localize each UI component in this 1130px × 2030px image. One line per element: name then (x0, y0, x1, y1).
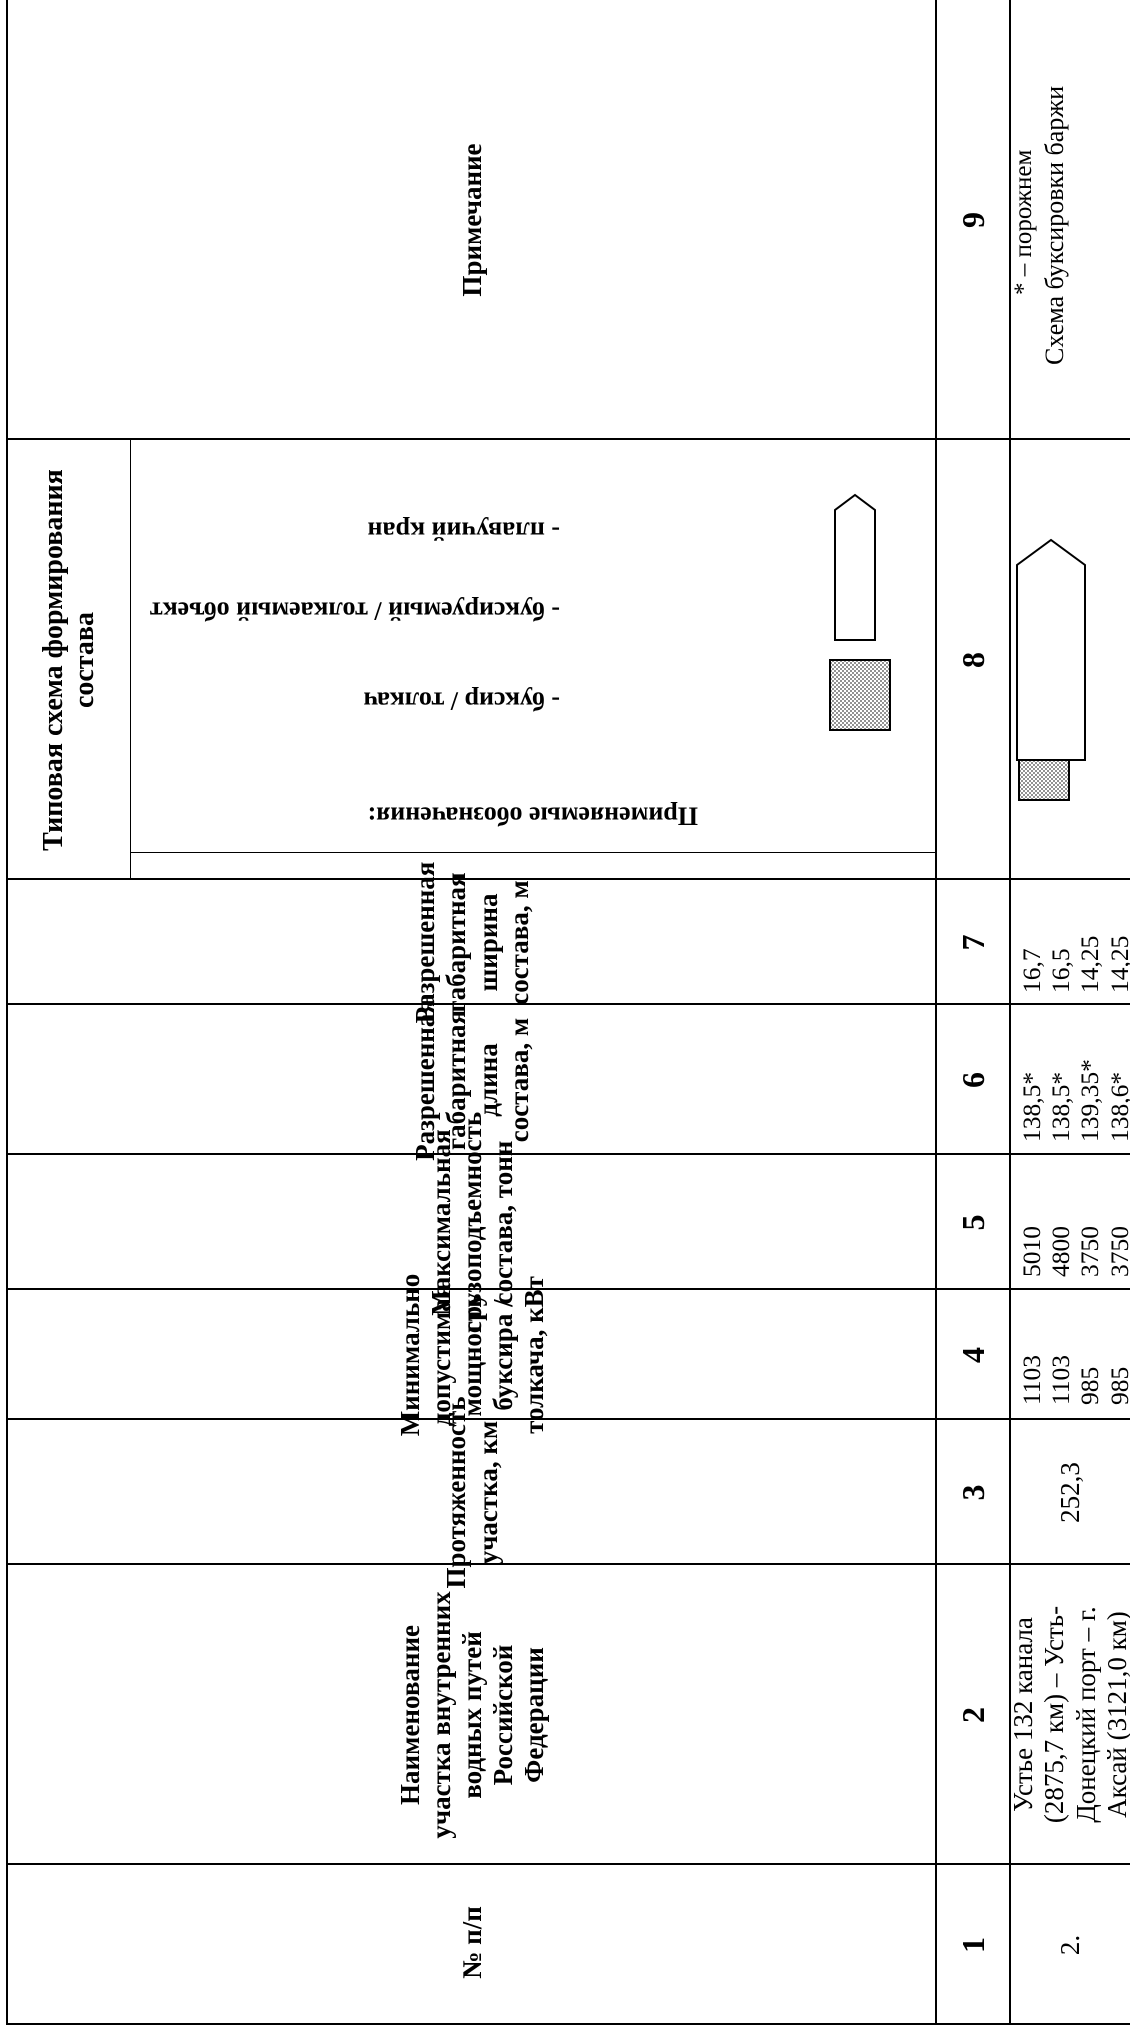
width-value: 14,25 (1104, 935, 1130, 993)
col-number-8: 8 (954, 652, 991, 668)
capacity-value: 4800 (1046, 1226, 1076, 1277)
header-number: № п/п (456, 1906, 487, 1979)
legend-crane-label: - плавучий кран (367, 516, 560, 546)
header-allowed-length: Разрешенная габаритная длина состава, м (410, 999, 534, 1161)
length-value: 138,5* (1046, 1071, 1076, 1142)
capacity-value: 3750 (1075, 1226, 1105, 1277)
power-value: 1103 (1017, 1354, 1046, 1405)
width-value: 14,25 (1075, 935, 1105, 993)
col-number-5: 5 (954, 1214, 991, 1231)
width-value: 16,7 (1017, 948, 1046, 993)
section-length: 252,3 (1054, 1462, 1085, 1523)
col-number-7: 7 (954, 934, 991, 951)
capacity-value: 5010 (1017, 1226, 1046, 1277)
header-max-capacity: Максимальная грузоподъемность состава, т… (425, 1111, 519, 1334)
width-values: 16,716,514,2514,2514,0416,716,714,314,25… (1017, 936, 1130, 993)
power-value: 985 (1075, 1366, 1105, 1405)
barge-scheme-icon (1016, 538, 1086, 761)
length-value: 138,6* (1104, 1071, 1130, 1142)
table-border-top (6, 0, 8, 2025)
towing-scheme (1016, 538, 1086, 801)
col-number-6: 6 (954, 1072, 991, 1088)
header-note: Примечание (456, 143, 487, 297)
tug-legend-icon (829, 659, 891, 731)
legend-tug-label: - буксир / толкач (363, 686, 560, 716)
power-values: 1103110398598560358858858858858858858854… (1017, 1355, 1130, 1405)
tug-scheme-icon (1018, 759, 1070, 801)
section-name: Устье 132 канала (2875,7 км) – Усть-Доне… (1008, 1605, 1130, 1824)
capacity-values: 5010480037503750250050104130375037503750… (1017, 1226, 1130, 1277)
legend-barge-label: - буксируемый / толкаемый объект (149, 596, 560, 626)
barge-legend-icon (834, 493, 876, 641)
width-value: 16,5 (1046, 948, 1076, 993)
length-values: 138,5*138,5*139,35*138,6*120,3*137,8*137… (1017, 1059, 1130, 1142)
length-value: 139,35* (1075, 1059, 1105, 1142)
power-value: 1103 (1046, 1354, 1076, 1405)
capacity-value: 3750 (1104, 1226, 1130, 1277)
header-section-name: Наименование участка внутренних водных п… (394, 1591, 550, 1839)
col-number-2: 2 (954, 1707, 991, 1723)
col-number-1: 1 (954, 1937, 991, 1953)
note-empty-mark: * – порожнем (1010, 149, 1037, 295)
power-value: 985 (1104, 1366, 1130, 1405)
header-allowed-width: Разрешенная габаритная ширина состава, м (410, 861, 534, 1024)
length-value: 138,5* (1017, 1071, 1046, 1142)
col-number-3: 3 (954, 1484, 991, 1501)
header-scheme: Типовая схема формирования состава (38, 469, 100, 851)
header-section-length: Протяженность участка, км (441, 1396, 503, 1589)
col-number-9: 9 (954, 212, 991, 228)
row-number: 2. (1054, 1934, 1085, 1956)
note-title: Схема буксировки баржи (1040, 85, 1069, 365)
legend-symbols (829, 493, 891, 731)
col-number-4: 4 (954, 1347, 991, 1363)
